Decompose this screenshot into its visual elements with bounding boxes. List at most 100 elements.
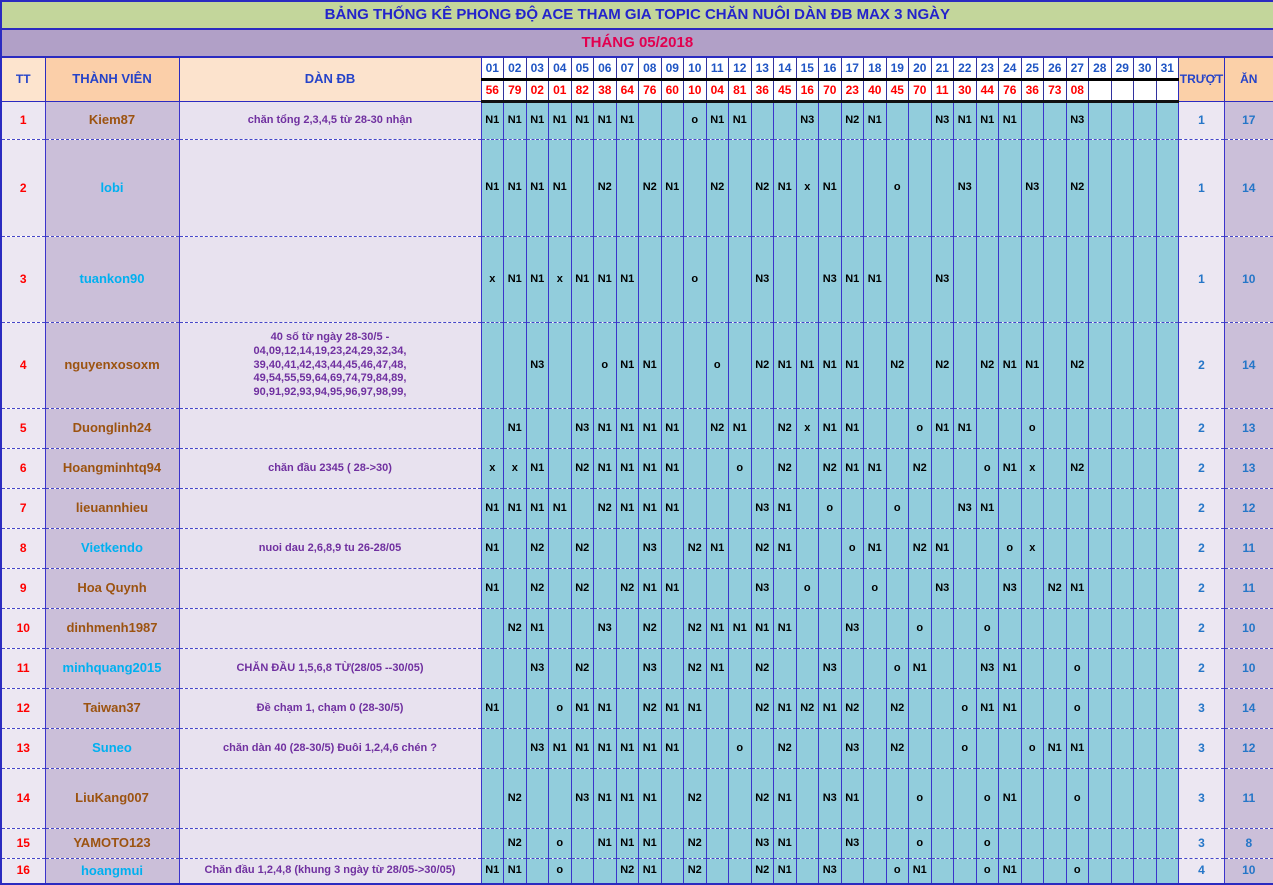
grid-cell-day-11[interactable]: N1: [706, 529, 729, 569]
draw-number-30[interactable]: [1134, 80, 1157, 102]
grid-cell-day-19[interactable]: [886, 409, 909, 449]
grid-cell-day-16[interactable]: N3: [819, 769, 842, 829]
grid-cell-day-16[interactable]: N1: [819, 323, 842, 409]
grid-cell-day-24[interactable]: [999, 829, 1022, 859]
grid-cell-day-15[interactable]: [796, 859, 819, 884]
grid-cell-day-23[interactable]: o: [976, 829, 999, 859]
dandb-note[interactable]: [179, 140, 481, 237]
grid-cell-day-26[interactable]: [1044, 409, 1067, 449]
grid-cell-day-09[interactable]: [661, 102, 684, 140]
row-number[interactable]: 12: [1, 689, 45, 729]
grid-cell-day-13[interactable]: N2: [751, 649, 774, 689]
grid-cell-day-06[interactable]: N1: [594, 829, 617, 859]
an-value[interactable]: 13: [1225, 449, 1273, 489]
grid-cell-day-28[interactable]: [1089, 529, 1112, 569]
grid-cell-day-16[interactable]: N3: [819, 649, 842, 689]
grid-cell-day-20[interactable]: o: [909, 409, 932, 449]
grid-cell-day-13[interactable]: [751, 729, 774, 769]
grid-cell-day-14[interactable]: N1: [774, 769, 797, 829]
grid-cell-day-06[interactable]: N2: [594, 489, 617, 529]
grid-cell-day-28[interactable]: [1089, 859, 1112, 884]
grid-cell-day-28[interactable]: [1089, 729, 1112, 769]
grid-cell-day-11[interactable]: N1: [706, 649, 729, 689]
dandb-note[interactable]: 40 số từ ngày 28-30/5 - 04,09,12,14,19,2…: [179, 323, 481, 409]
grid-cell-day-17[interactable]: N3: [841, 609, 864, 649]
grid-cell-day-21[interactable]: [931, 649, 954, 689]
grid-cell-day-01[interactable]: [481, 649, 504, 689]
draw-number-12[interactable]: 81: [729, 80, 752, 102]
day-header-02[interactable]: 02: [504, 57, 527, 80]
row-number[interactable]: 7: [1, 489, 45, 529]
grid-cell-day-19[interactable]: N2: [886, 323, 909, 409]
grid-cell-day-14[interactable]: N2: [774, 729, 797, 769]
grid-cell-day-29[interactable]: [1111, 729, 1134, 769]
grid-cell-day-05[interactable]: N1: [571, 102, 594, 140]
grid-cell-day-11[interactable]: N1: [706, 102, 729, 140]
dandb-note[interactable]: [179, 609, 481, 649]
grid-cell-day-19[interactable]: [886, 609, 909, 649]
grid-cell-day-08[interactable]: N3: [639, 529, 662, 569]
grid-cell-day-27[interactable]: o: [1066, 859, 1089, 884]
grid-cell-day-24[interactable]: [999, 409, 1022, 449]
grid-cell-day-12[interactable]: N1: [729, 609, 752, 649]
grid-cell-day-24[interactable]: N1: [999, 449, 1022, 489]
day-header-01[interactable]: 01: [481, 57, 504, 80]
grid-cell-day-16[interactable]: [819, 609, 842, 649]
dandb-note[interactable]: CHĂN ĐẦU 1,5,6,8 TỪ(28/05 --30/05): [179, 649, 481, 689]
grid-cell-day-17[interactable]: [841, 489, 864, 529]
draw-number-25[interactable]: 36: [1021, 80, 1044, 102]
grid-cell-day-17[interactable]: N1: [841, 237, 864, 323]
member-name[interactable]: nguyenxosoxm: [45, 323, 179, 409]
grid-cell-day-12[interactable]: N1: [729, 409, 752, 449]
an-value[interactable]: 10: [1225, 859, 1273, 884]
grid-cell-day-19[interactable]: [886, 769, 909, 829]
grid-cell-day-17[interactable]: [841, 649, 864, 689]
grid-cell-day-11[interactable]: [706, 689, 729, 729]
grid-cell-day-03[interactable]: N1: [526, 489, 549, 529]
grid-cell-day-18[interactable]: [864, 689, 887, 729]
grid-cell-day-27[interactable]: [1066, 409, 1089, 449]
grid-cell-day-15[interactable]: N2: [796, 689, 819, 729]
grid-cell-day-02[interactable]: N2: [504, 769, 527, 829]
day-header-03[interactable]: 03: [526, 57, 549, 80]
grid-cell-day-12[interactable]: N1: [729, 102, 752, 140]
grid-cell-day-28[interactable]: [1089, 609, 1112, 649]
grid-cell-day-01[interactable]: [481, 323, 504, 409]
grid-cell-day-03[interactable]: [526, 689, 549, 729]
grid-cell-day-15[interactable]: N1: [796, 323, 819, 409]
grid-cell-day-30[interactable]: [1134, 489, 1157, 529]
draw-number-02[interactable]: 79: [504, 80, 527, 102]
dandb-note[interactable]: [179, 769, 481, 829]
grid-cell-day-10[interactable]: N2: [684, 769, 707, 829]
grid-cell-day-28[interactable]: [1089, 237, 1112, 323]
dandb-note[interactable]: [179, 829, 481, 859]
grid-cell-day-05[interactable]: N2: [571, 649, 594, 689]
grid-cell-day-20[interactable]: N2: [909, 529, 932, 569]
grid-cell-day-21[interactable]: [931, 769, 954, 829]
grid-cell-day-01[interactable]: [481, 409, 504, 449]
col-header-truot[interactable]: TRƯỢT: [1179, 57, 1225, 102]
grid-cell-day-09[interactable]: [661, 237, 684, 323]
grid-cell-day-15[interactable]: [796, 489, 819, 529]
dandb-note[interactable]: [179, 409, 481, 449]
grid-cell-day-01[interactable]: N1: [481, 529, 504, 569]
grid-cell-day-22[interactable]: [954, 237, 977, 323]
grid-cell-day-08[interactable]: N1: [639, 859, 662, 884]
grid-cell-day-09[interactable]: [661, 859, 684, 884]
grid-cell-day-27[interactable]: N2: [1066, 140, 1089, 237]
grid-cell-day-09[interactable]: [661, 769, 684, 829]
grid-cell-day-15[interactable]: N3: [796, 102, 819, 140]
grid-cell-day-06[interactable]: [594, 649, 617, 689]
an-value[interactable]: 14: [1225, 323, 1273, 409]
grid-cell-day-29[interactable]: [1111, 449, 1134, 489]
grid-cell-day-17[interactable]: N1: [841, 409, 864, 449]
grid-cell-day-11[interactable]: [706, 449, 729, 489]
grid-cell-day-18[interactable]: N1: [864, 449, 887, 489]
grid-cell-day-30[interactable]: [1134, 859, 1157, 884]
draw-number-19[interactable]: 45: [886, 80, 909, 102]
grid-cell-day-31[interactable]: [1156, 609, 1179, 649]
grid-cell-day-08[interactable]: N1: [639, 323, 662, 409]
grid-cell-day-24[interactable]: N1: [999, 769, 1022, 829]
grid-cell-day-08[interactable]: N3: [639, 649, 662, 689]
day-header-04[interactable]: 04: [549, 57, 572, 80]
